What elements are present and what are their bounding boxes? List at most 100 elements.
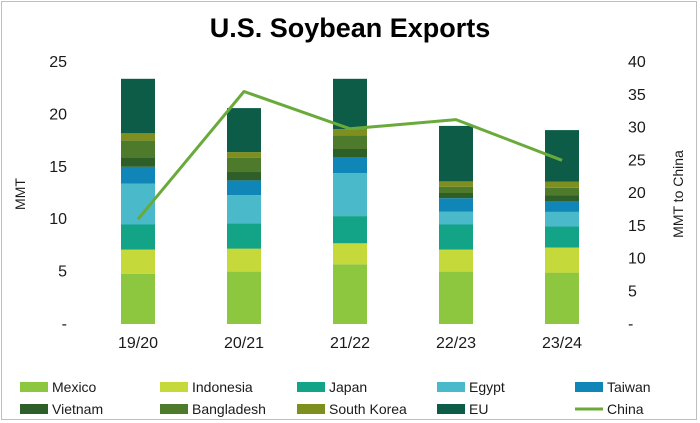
y-tick-label: 20 — [49, 106, 67, 123]
x-tick-label: 20/21 — [224, 335, 264, 352]
legend-item-vietnam: Vietnam — [20, 401, 103, 417]
bar-japan-22-23 — [439, 224, 473, 250]
bar-vietnam-20-21 — [227, 172, 261, 181]
bar-eu-19-20 — [121, 78, 155, 134]
bar-eu-20-21 — [227, 108, 261, 153]
y2-tick-label: 20 — [628, 185, 646, 202]
legend-label: Vietnam — [52, 401, 103, 417]
bar-indonesia-22-23 — [439, 249, 473, 272]
legend-swatch — [160, 404, 188, 414]
y2-tick-label: 40 — [628, 54, 646, 71]
legend-label: Mexico — [52, 379, 97, 395]
y-axis-label: MMT — [12, 178, 28, 210]
legend-label: Taiwan — [607, 379, 651, 395]
x-tick-label: 22/23 — [436, 335, 476, 352]
bar-south-korea-21-22 — [333, 129, 367, 136]
y2-tick-label: 10 — [628, 251, 646, 268]
bar-japan-20-21 — [227, 223, 261, 249]
legend-item-indonesia: Indonesia — [160, 379, 253, 395]
china-line — [136, 90, 563, 221]
y-tick-label: 10 — [49, 211, 67, 228]
bar-south-korea-23-24 — [545, 181, 579, 188]
bar-mexico-21-22 — [333, 264, 367, 324]
legend-label: China — [607, 401, 644, 417]
legend-swatch — [160, 382, 188, 392]
bar-series-group — [121, 78, 579, 324]
x-tick-label: 23/24 — [542, 335, 582, 352]
bar-vietnam-19-20 — [121, 157, 155, 167]
bar-indonesia-21-22 — [333, 243, 367, 265]
chart-title: U.S. Soybean Exports — [210, 13, 491, 43]
bar-indonesia-20-21 — [227, 248, 261, 272]
bar-taiwan-22-23 — [439, 198, 473, 212]
legend-swatch — [437, 382, 465, 392]
y-tick-label: 15 — [49, 159, 67, 176]
bar-bangladesh-23-24 — [545, 187, 579, 196]
bar-vietnam-22-23 — [439, 193, 473, 199]
bar-south-korea-19-20 — [121, 133, 155, 141]
legend-item-taiwan: Taiwan — [575, 379, 651, 395]
bar-taiwan-19-20 — [121, 166, 155, 184]
y-tick-label: 5 — [58, 264, 67, 281]
bar-taiwan-21-22 — [333, 157, 367, 174]
bar-south-korea-20-21 — [227, 152, 261, 158]
legend-swatch — [297, 404, 325, 414]
bar-eu-22-23 — [439, 125, 473, 182]
legend-label: South Korea — [329, 401, 407, 417]
bar-egypt-21-22 — [333, 173, 367, 217]
bar-egypt-20-21 — [227, 195, 261, 224]
bar-vietnam-23-24 — [545, 195, 579, 202]
bar-japan-21-22 — [333, 216, 367, 244]
bar-taiwan-20-21 — [227, 180, 261, 196]
legend-label: EU — [469, 401, 488, 417]
bar-indonesia-23-24 — [545, 247, 579, 273]
axis-ticks-group: - 5 10 15 20 25 - 5 10 15 20 25 30 35 40 19/20 20/21 21/2… — [49, 54, 646, 352]
bar-japan-23-24 — [545, 226, 579, 248]
bar-bangladesh-21-22 — [333, 135, 367, 149]
y2-tick-label: 15 — [628, 218, 646, 235]
bar-egypt-22-23 — [439, 211, 473, 225]
bar-taiwan-23-24 — [545, 201, 579, 212]
legend-label: Bangladesh — [192, 401, 266, 417]
x-tick-label: 19/20 — [118, 335, 158, 352]
china-line-group — [136, 90, 563, 221]
bar-bangladesh-22-23 — [439, 186, 473, 193]
bar-south-korea-22-23 — [439, 181, 473, 187]
y2-tick-label: - — [628, 316, 633, 333]
legend-label: Japan — [329, 379, 367, 395]
bar-mexico-20-21 — [227, 271, 261, 324]
legend-label: Egypt — [469, 379, 505, 395]
legend-item-bangladesh: Bangladesh — [160, 401, 266, 417]
bar-vietnam-21-22 — [333, 149, 367, 158]
x-tick-label: 21/22 — [330, 335, 370, 352]
y-tick-label: 25 — [49, 54, 67, 71]
legend: Mexico Indonesia Japan Egypt Taiwan Vietnam Ba… — [20, 379, 651, 417]
y2-axis-label: MMT to China — [670, 150, 686, 238]
legend-label: Indonesia — [192, 379, 253, 395]
y2-tick-label: 30 — [628, 120, 646, 137]
bar-mexico-22-23 — [439, 271, 473, 324]
legend-item-china: China — [575, 401, 644, 417]
bar-indonesia-19-20 — [121, 249, 155, 274]
bar-mexico-19-20 — [121, 273, 155, 324]
legend-swatch — [297, 382, 325, 392]
bar-eu-21-22 — [333, 78, 367, 130]
legend-item-eu: EU — [437, 401, 488, 417]
y2-tick-label: 35 — [628, 87, 646, 104]
legend-item-south-korea: South Korea — [297, 401, 407, 417]
legend-item-japan: Japan — [297, 379, 367, 395]
bar-bangladesh-20-21 — [227, 157, 261, 173]
y2-tick-label: 5 — [628, 283, 637, 300]
y-tick-label: - — [62, 316, 67, 333]
bar-egypt-23-24 — [545, 211, 579, 227]
legend-swatch — [575, 382, 603, 392]
legend-swatch — [20, 404, 48, 414]
legend-swatch — [20, 382, 48, 392]
bar-bangladesh-19-20 — [121, 140, 155, 158]
legend-item-mexico: Mexico — [20, 379, 97, 395]
bar-mexico-23-24 — [545, 272, 579, 324]
legend-item-egypt: Egypt — [437, 379, 505, 395]
bar-japan-19-20 — [121, 224, 155, 250]
